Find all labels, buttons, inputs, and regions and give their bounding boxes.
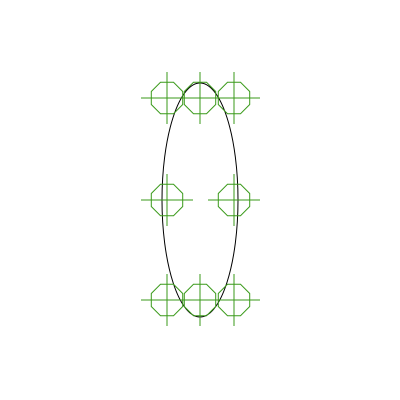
control-markers <box>141 72 260 326</box>
marker-octagon <box>183 81 217 115</box>
marker-octagon <box>217 183 251 217</box>
marker-octagon <box>217 283 251 317</box>
marker-top-right <box>208 72 260 124</box>
marker-bottom-right <box>208 274 260 326</box>
marker-octagon <box>150 183 184 217</box>
marker-middle-right <box>208 174 260 226</box>
marker-octagon <box>150 81 184 115</box>
marker-octagon <box>150 283 184 317</box>
marker-middle-left <box>141 174 193 226</box>
marker-octagon <box>183 283 217 317</box>
marker-octagon <box>217 81 251 115</box>
